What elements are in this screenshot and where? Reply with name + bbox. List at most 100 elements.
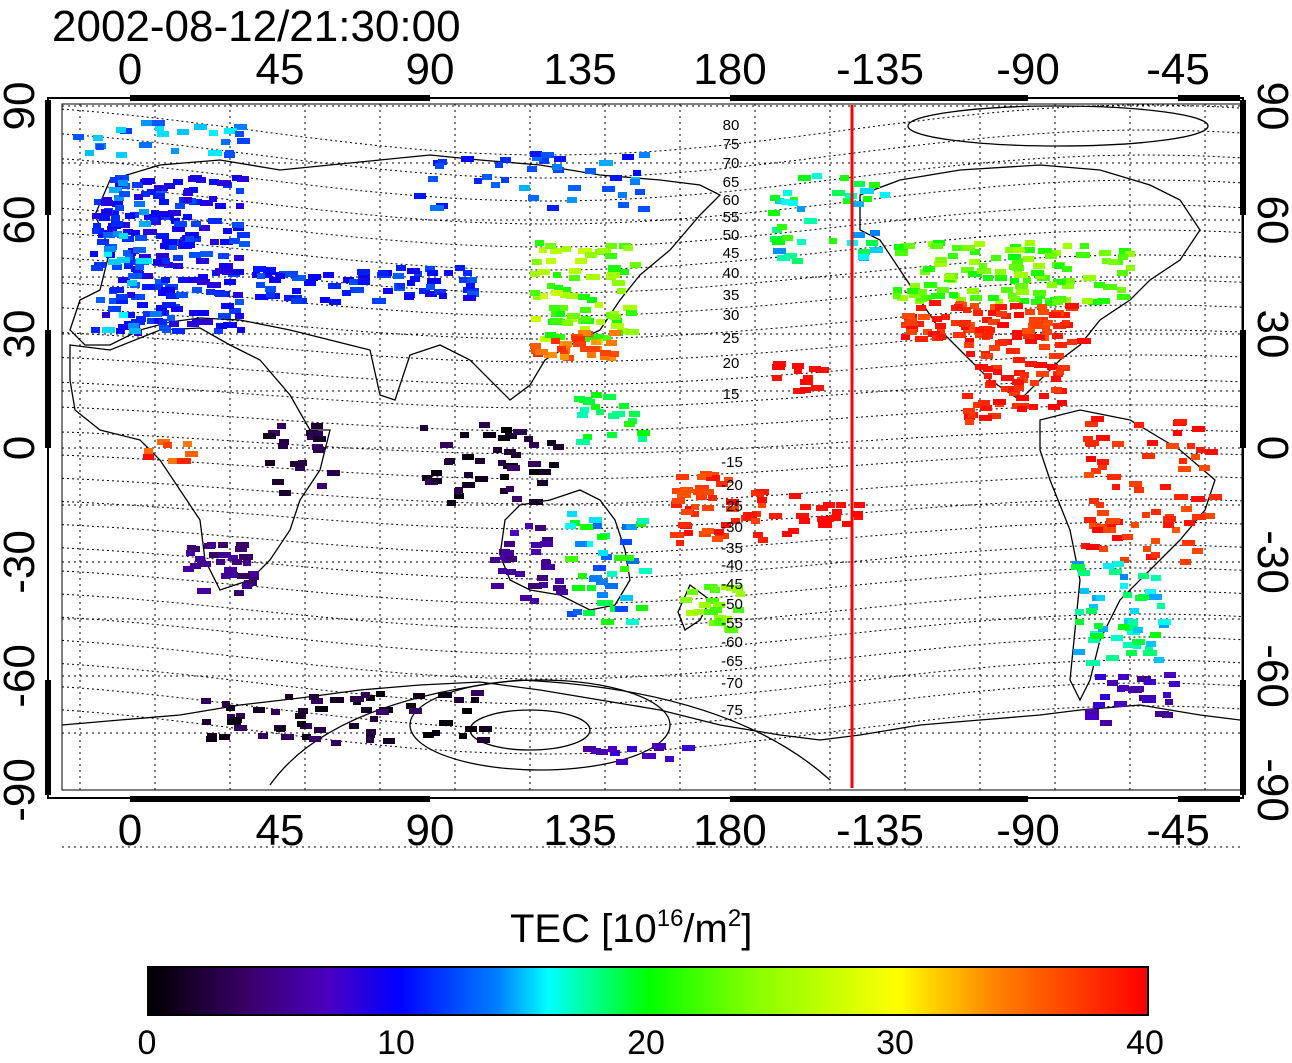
colorbar-title-unit-exponent: 2 [727, 905, 742, 932]
tec-cell [1114, 701, 1127, 707]
tec-cell [768, 210, 780, 216]
tec-cell [1172, 527, 1180, 533]
tec-cell [1199, 465, 1210, 471]
contour-line [61, 229, 1243, 271]
tec-cell [924, 282, 937, 288]
tec-cell [930, 243, 943, 249]
tec-cell [1030, 380, 1039, 386]
tec-cell [323, 272, 334, 278]
tec-cell [197, 310, 209, 316]
tec-cell [378, 270, 388, 276]
tec-cell [141, 191, 150, 197]
tec-cell [153, 259, 162, 265]
tec-cell [965, 419, 974, 425]
tec-cell [479, 422, 490, 428]
tec-cell [350, 287, 364, 293]
tec-cell [243, 560, 251, 566]
tec-cell [671, 502, 682, 508]
tec-cell [626, 524, 637, 530]
tec-cell [471, 697, 479, 703]
tec-cell [235, 299, 244, 305]
tec-cell [133, 247, 146, 253]
tec-cell [226, 705, 235, 711]
tec-cell [1112, 484, 1120, 490]
tec-cell [686, 610, 697, 616]
tec-cell [501, 177, 509, 183]
tec-cell [1202, 513, 1215, 519]
tec-cell [217, 180, 231, 186]
tec-cell [589, 517, 602, 523]
tec-cell [620, 595, 633, 601]
tec-cell [541, 152, 554, 158]
tec-cell [796, 513, 809, 519]
tec-cell [511, 452, 521, 458]
tec-cell [258, 733, 268, 739]
tec-cell [463, 295, 476, 301]
tec-cell [279, 271, 293, 277]
tec-cell [530, 151, 542, 157]
bottom-axis-label: 135 [543, 806, 616, 855]
tec-cell [1055, 342, 1067, 348]
tec-cell [670, 532, 684, 538]
tec-cell [676, 540, 684, 546]
tec-cell [128, 273, 142, 279]
tec-cell [591, 404, 600, 410]
tec-cell [1009, 296, 1020, 302]
tec-cell [531, 542, 542, 548]
tec-cell [1178, 466, 1191, 472]
tec-cell [1092, 527, 1103, 533]
tec-cell [1107, 474, 1121, 480]
tec-cell [539, 158, 549, 164]
tec-cell [706, 598, 719, 604]
tec-cell [462, 454, 474, 460]
tec-cell [1062, 266, 1072, 272]
tec-cell [1057, 400, 1067, 406]
tec-cell [995, 269, 1006, 275]
tec-cell [186, 277, 199, 283]
tec-cell [572, 336, 585, 342]
tec-cell [1010, 278, 1019, 284]
tec-cell [781, 199, 791, 205]
tec-cell [586, 274, 600, 280]
tec-cell [464, 472, 473, 478]
tec-cell [1138, 573, 1149, 579]
tec-cell [111, 221, 123, 227]
tec-cell [963, 307, 971, 313]
tec-cell [444, 459, 453, 465]
coast-australia [499, 489, 631, 611]
tec-cell [1054, 263, 1064, 269]
tec-cell [638, 436, 647, 442]
tec-cell [500, 554, 509, 560]
tec-cell [600, 354, 609, 360]
tec-cell [166, 293, 179, 299]
tec-cell [599, 160, 613, 166]
tec-cell [1163, 692, 1171, 698]
tec-cell [461, 156, 474, 162]
tec-cell [131, 319, 145, 325]
tec-cell [330, 697, 344, 703]
tec-cell [147, 189, 156, 195]
tec-cell [557, 346, 566, 352]
tec-cell [132, 182, 143, 188]
tec-cell [235, 313, 244, 319]
tec-cell [177, 458, 191, 464]
tec-cell [188, 236, 201, 242]
tec-cell [910, 283, 920, 289]
tec-cell [361, 692, 370, 698]
tec-cell [977, 268, 991, 274]
tec-cell [1057, 365, 1070, 371]
tec-cell [331, 740, 341, 746]
tec-cell [462, 482, 475, 488]
tec-cell [600, 350, 611, 356]
tec-cell [1149, 594, 1162, 600]
tec-cell [563, 342, 571, 348]
tec-cell [863, 196, 872, 202]
tec-cell [541, 564, 555, 570]
tec-cell [102, 327, 115, 333]
tec-cell [905, 318, 917, 324]
tec-cell [295, 713, 306, 719]
tec-cell [482, 174, 492, 180]
tec-cell [366, 729, 376, 735]
tec-cell [941, 314, 950, 320]
bottom-axis-label: -135 [836, 806, 924, 855]
